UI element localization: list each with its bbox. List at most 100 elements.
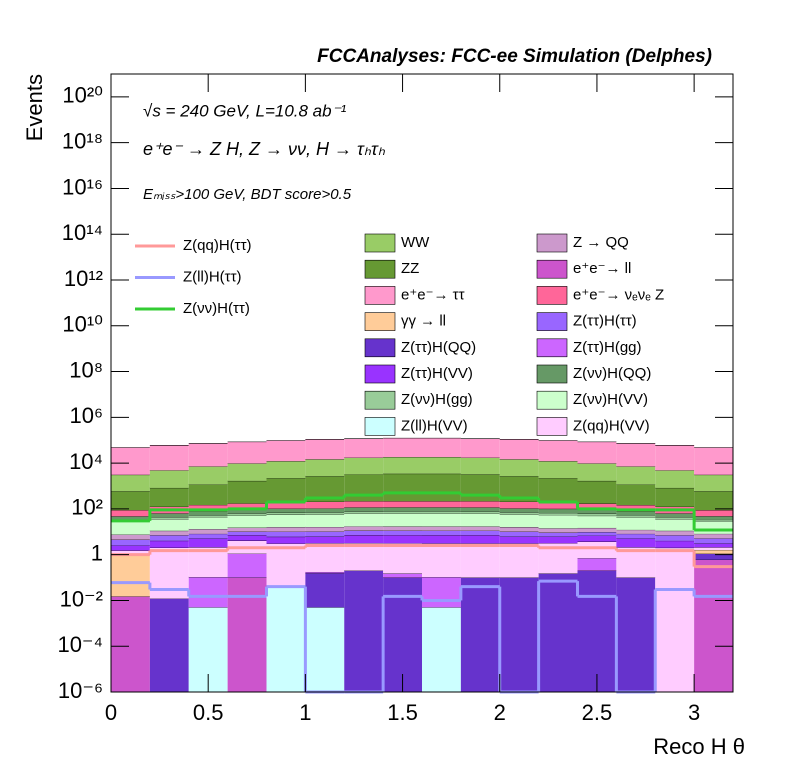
y-tick-label: 10¹⁸ <box>62 128 103 153</box>
legend-swatch <box>536 390 568 410</box>
histogram-bar <box>149 535 189 541</box>
histogram-bar <box>149 517 189 520</box>
x-tick-label: 0.5 <box>193 700 224 725</box>
histogram-bar <box>149 540 189 548</box>
histogram-bar <box>694 519 733 522</box>
annotation: Eₘᵢₛₛ>100 GeV, BDT score>0.5 <box>143 186 352 203</box>
histogram-bar <box>266 478 306 503</box>
histogram-bar <box>577 527 617 533</box>
histogram-bar <box>305 439 345 460</box>
histogram-bar <box>227 503 267 510</box>
histogram-bar <box>694 491 733 511</box>
histogram-bar <box>538 478 578 503</box>
histogram-bar <box>111 491 150 511</box>
legend-label: ZZ <box>401 260 419 277</box>
y-tick-label: 10⁶ <box>69 403 103 428</box>
legend-swatch <box>364 312 396 331</box>
legend-label: Z(ττ)H(QQ) <box>401 339 476 356</box>
histogram-bar <box>188 511 228 516</box>
y-tick-label: 10¹² <box>64 266 103 291</box>
histogram-bar <box>460 577 500 692</box>
histogram-bar <box>188 547 228 578</box>
histogram-bar <box>655 540 695 548</box>
histogram-bar <box>616 533 656 539</box>
histogram-bar <box>616 443 656 467</box>
histogram-bar <box>460 535 500 544</box>
histogram-bar <box>227 535 267 541</box>
histogram-bar <box>694 533 733 539</box>
histogram-bar <box>616 505 656 512</box>
histogram-bar <box>422 511 461 514</box>
histogram-bar <box>616 517 656 530</box>
y-tick-label: 10¹⁴ <box>62 220 103 245</box>
histogram-bar <box>227 513 267 516</box>
histogram-bar <box>422 438 461 458</box>
histogram-bar <box>460 526 500 531</box>
histogram-bar <box>383 513 422 527</box>
histogram-bar <box>111 539 150 546</box>
histogram-bar <box>694 559 733 692</box>
histogram-bar <box>266 508 306 513</box>
legend-swatch <box>364 286 396 305</box>
histogram-bar <box>305 526 345 532</box>
legend-swatch <box>536 312 568 331</box>
histogram-bar <box>577 441 617 464</box>
histogram-bar <box>538 532 578 537</box>
histogram-bar <box>344 530 384 536</box>
x-tick-label: 1 <box>299 700 311 725</box>
histogram-bar <box>499 439 539 460</box>
y-tick-label: 10⁴ <box>69 449 103 474</box>
histogram-bar <box>460 530 500 536</box>
histogram-bar <box>694 547 733 550</box>
histogram-bar <box>422 501 461 508</box>
histogram-bar <box>422 513 461 527</box>
histogram-bar <box>538 536 578 544</box>
histogram-bar <box>227 441 267 464</box>
histogram-bar <box>149 598 189 692</box>
y-tick-label: 1 <box>91 540 103 565</box>
histogram-bar <box>499 514 539 528</box>
histogram-bar <box>149 513 189 518</box>
histogram-bar <box>111 474 150 492</box>
histogram-bar <box>188 538 228 548</box>
histogram-bar <box>422 526 461 531</box>
histogram-bar <box>577 558 617 571</box>
histogram-bar <box>694 510 733 517</box>
histogram-bar <box>577 503 617 510</box>
histogram-bar <box>460 501 500 508</box>
histogram-bar <box>694 538 733 544</box>
histogram-bar <box>266 440 306 462</box>
histogram-bar <box>266 531 306 537</box>
histogram-bar <box>344 438 384 458</box>
histogram-bar <box>577 480 617 504</box>
histogram-bar <box>266 514 306 528</box>
histogram-bar <box>111 596 150 692</box>
histogram-bar <box>266 527 306 532</box>
histogram-bar <box>422 543 461 578</box>
histogram-bar <box>305 514 345 527</box>
histogram-bar <box>538 528 578 533</box>
histogram-bar <box>499 543 539 578</box>
histogram-bar <box>111 510 150 517</box>
histogram-bar <box>344 507 384 512</box>
histogram-bar <box>383 530 422 536</box>
histogram-bar <box>694 516 733 520</box>
histogram-bar <box>655 535 695 541</box>
histogram-bar <box>538 512 578 515</box>
histogram-bar <box>460 457 500 475</box>
histogram-bar <box>111 521 150 535</box>
legend-label: Z(νν)H(ττ) <box>183 300 250 317</box>
histogram-bar <box>383 501 422 508</box>
histogram-bar <box>266 586 306 692</box>
histogram-bar <box>111 447 150 475</box>
legend-label: Z(νν)H(QQ) <box>573 365 651 382</box>
histogram-bar <box>188 577 228 608</box>
histogram-bar <box>577 570 617 692</box>
histogram-bar <box>383 507 422 512</box>
histogram-bar <box>616 529 656 534</box>
histogram-bar <box>499 501 539 509</box>
legend-label: Z → QQ <box>573 234 629 251</box>
histogram-bar <box>694 474 733 492</box>
histogram-bar <box>655 470 695 488</box>
legend-swatch <box>536 259 568 279</box>
